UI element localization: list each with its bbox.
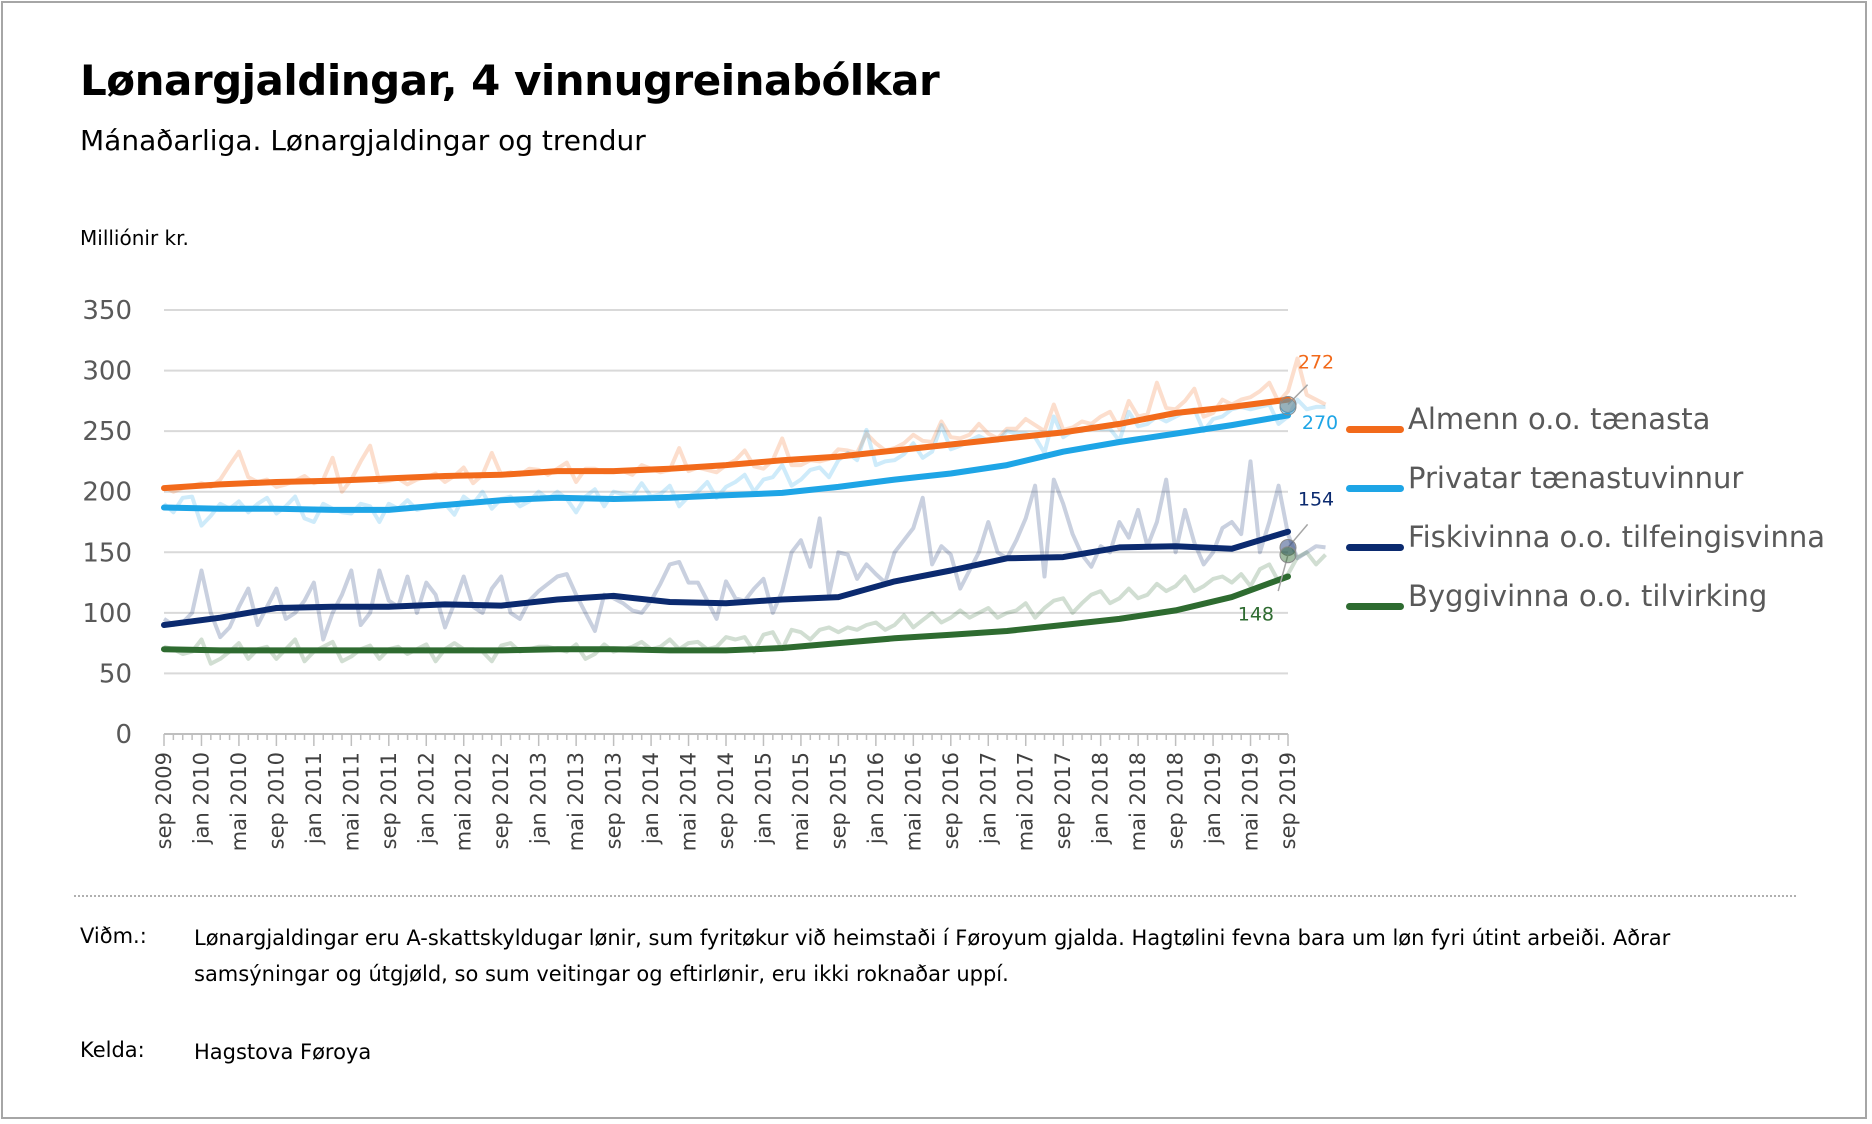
legend-swatch xyxy=(1346,426,1404,433)
legend-label: Privatar tænastuvinnur xyxy=(1408,461,1744,495)
y-tick-label: 50 xyxy=(99,659,132,689)
y-tick-label: 200 xyxy=(82,478,132,508)
x-tick-label: sep 2018 xyxy=(1164,752,1188,849)
x-tick-label: sep 2013 xyxy=(602,752,626,849)
trend-line-Almenn o.o. tænasta xyxy=(161,396,1291,492)
x-tick-label: mai 2017 xyxy=(1014,752,1038,851)
chart-subtitle: Mánaðarliga. Lønargjaldingar og trendur xyxy=(80,124,646,157)
note-label: Viðm.: xyxy=(80,924,147,948)
legend-label: Almenn o.o. tænasta xyxy=(1408,402,1711,436)
legend-label: Fiskivinna o.o. tilfeingisvinna xyxy=(1408,520,1825,554)
y-tick-label: 300 xyxy=(82,357,132,387)
end-point-marker xyxy=(1279,546,1297,564)
end-point-marker xyxy=(1279,398,1297,416)
source-text: Hagstova Føroya xyxy=(194,1040,372,1064)
end-value-label: 154 xyxy=(1298,488,1334,510)
y-tick-label: 0 xyxy=(115,720,132,750)
x-tick-label: mai 2019 xyxy=(1239,752,1263,851)
legend-label: Byggivinna o.o. tilvirking xyxy=(1408,579,1768,613)
x-tick-label: jan 2015 xyxy=(751,752,775,845)
trend-line-Fiskivinna o.o. tilfeingisvinna xyxy=(161,528,1291,628)
x-tick-label: mai 2014 xyxy=(677,752,701,851)
x-tick-label: sep 2015 xyxy=(826,752,850,849)
x-tick-label: mai 2013 xyxy=(564,752,588,851)
x-tick-label: jan 2010 xyxy=(189,752,213,845)
legend-swatch xyxy=(1346,485,1404,492)
trend-line-Byggivinna o.o. tilvirking xyxy=(161,573,1291,654)
end-labels: 272 270 154 148 xyxy=(1238,351,1338,625)
x-tick-label: mai 2011 xyxy=(339,752,363,851)
x-tick-label: sep 2010 xyxy=(264,752,288,849)
footer-divider xyxy=(74,895,1796,897)
end-label-leader xyxy=(1287,523,1309,548)
x-tick-label: jan 2014 xyxy=(639,752,663,845)
end-label-leader xyxy=(1287,384,1309,406)
trend-line-Privatar tænastuvinnur xyxy=(161,412,1291,513)
y-tick-label: 150 xyxy=(82,538,132,568)
y-tick-label: 250 xyxy=(82,417,132,447)
x-tick-label: sep 2009 xyxy=(152,752,176,849)
x-tick-label: mai 2015 xyxy=(789,752,813,851)
y-tick-label: 350 xyxy=(82,296,132,326)
x-tick-label: jan 2011 xyxy=(302,752,326,845)
x-tick-label: jan 2012 xyxy=(414,752,438,845)
legend-swatch xyxy=(1346,544,1404,551)
x-tick-label: jan 2017 xyxy=(976,752,1000,845)
end-value-label: 270 xyxy=(1302,412,1338,434)
x-tick-label: sep 2012 xyxy=(489,752,513,849)
x-tick-label: sep 2014 xyxy=(714,752,738,849)
x-axis: sep 2009 jan 2010 mai 2010 sep 2010 jan 2011… xyxy=(152,734,1300,851)
x-tick-label: mai 2016 xyxy=(901,752,925,851)
chart-title: Lønargjaldingar, 4 vinnugreinabólkar xyxy=(80,56,940,105)
x-tick-label: sep 2017 xyxy=(1051,752,1075,849)
end-label-leader xyxy=(1277,554,1289,592)
y-axis-ticks: 0 50 100 150 200 250 300 350 xyxy=(82,296,132,750)
end-value-label: 148 xyxy=(1238,604,1274,626)
x-tick-label: sep 2011 xyxy=(377,752,401,849)
x-tick-label: mai 2010 xyxy=(227,752,251,851)
y-axis-unit-label: Milliónir kr. xyxy=(80,226,189,250)
x-tick-label: sep 2016 xyxy=(939,752,963,849)
source-label: Kelda: xyxy=(80,1038,145,1062)
note-text: Lønargjaldingar eru A-skattskyldugar løn… xyxy=(194,926,1671,986)
x-tick-label: mai 2012 xyxy=(452,752,476,851)
x-tick-label: jan 2016 xyxy=(864,752,888,845)
trend-series-lines xyxy=(161,396,1291,654)
x-tick-label: jan 2018 xyxy=(1089,752,1113,845)
x-tick-label: sep 2019 xyxy=(1276,752,1300,849)
monthly-line-Almenn o.o. tænasta xyxy=(163,356,1327,494)
x-tick-label: jan 2013 xyxy=(527,752,551,845)
y-tick-label: 100 xyxy=(82,599,132,629)
end-value-label: 272 xyxy=(1298,351,1334,373)
x-tick-label: jan 2019 xyxy=(1201,752,1225,845)
x-tick-label: mai 2018 xyxy=(1126,752,1150,851)
legend-swatch xyxy=(1346,603,1404,610)
